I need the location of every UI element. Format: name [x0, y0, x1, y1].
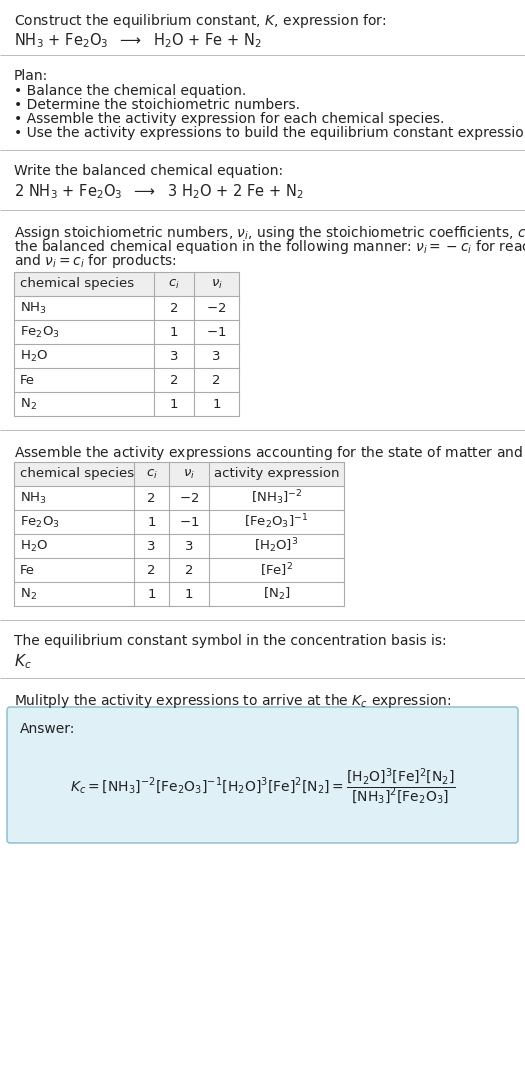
Text: 2: 2 [185, 564, 193, 577]
Text: 2: 2 [212, 373, 220, 386]
Text: Write the balanced chemical equation:: Write the balanced chemical equation: [14, 164, 283, 178]
Bar [14, 272, 239, 296]
Text: 3: 3 [212, 350, 220, 363]
Text: Plan:: Plan: [14, 68, 48, 83]
Text: Assemble the activity expressions accounting for the state of matter and $\nu_i$: Assemble the activity expressions accoun… [14, 444, 525, 462]
Text: $\mathrm{Fe_2O_3}$: $\mathrm{Fe_2O_3}$ [20, 324, 60, 339]
Text: $[\mathrm{NH_3}]^{-2}$: $[\mathrm{NH_3}]^{-2}$ [251, 489, 302, 507]
Text: chemical species: chemical species [20, 468, 134, 480]
Text: • Determine the stoichiometric numbers.: • Determine the stoichiometric numbers. [14, 98, 300, 112]
Text: $-1$: $-1$ [206, 325, 227, 338]
Text: $\mathrm{NH_3}$ + $\mathrm{Fe_2O_3}$  $\longrightarrow$  $\mathrm{H_2O}$ + Fe + : $\mathrm{NH_3}$ + $\mathrm{Fe_2O_3}$ $\l… [14, 31, 261, 49]
Text: • Assemble the activity expression for each chemical species.: • Assemble the activity expression for e… [14, 112, 444, 126]
Text: Answer:: Answer: [20, 722, 76, 736]
Text: 1: 1 [170, 397, 179, 411]
Text: $[\mathrm{H_2O}]^{3}$: $[\mathrm{H_2O}]^{3}$ [254, 537, 299, 555]
Text: $K_c$: $K_c$ [14, 652, 32, 671]
FancyBboxPatch shape [7, 707, 518, 843]
Text: 1: 1 [185, 587, 193, 600]
Text: 1: 1 [170, 325, 179, 338]
Text: $c_i$: $c_i$ [168, 277, 180, 291]
Text: $\mathrm{NH_3}$: $\mathrm{NH_3}$ [20, 490, 47, 505]
Text: The equilibrium constant symbol in the concentration basis is:: The equilibrium constant symbol in the c… [14, 635, 447, 648]
Text: 3: 3 [185, 539, 193, 552]
Text: 2: 2 [147, 564, 156, 577]
Text: and $\nu_i = c_i$ for products:: and $\nu_i = c_i$ for products: [14, 253, 177, 270]
Text: $-2$: $-2$ [179, 491, 199, 504]
Text: $\nu_i$: $\nu_i$ [211, 277, 223, 291]
Text: 1: 1 [147, 516, 156, 529]
Text: $\mathrm{Fe_2O_3}$: $\mathrm{Fe_2O_3}$ [20, 515, 60, 530]
Text: $\mathrm{H_2O}$: $\mathrm{H_2O}$ [20, 538, 48, 553]
Text: Mulitply the activity expressions to arrive at the $K_c$ expression:: Mulitply the activity expressions to arr… [14, 692, 452, 710]
Text: $\nu_i$: $\nu_i$ [183, 468, 195, 480]
Text: 2: 2 [170, 302, 179, 315]
Text: 2: 2 [147, 491, 156, 504]
Text: Fe: Fe [20, 373, 35, 386]
Text: Construct the equilibrium constant, $K$, expression for:: Construct the equilibrium constant, $K$,… [14, 12, 386, 30]
Bar [14, 272, 239, 416]
Text: $[\mathrm{N_2}]$: $[\mathrm{N_2}]$ [262, 586, 290, 602]
Text: $[\mathrm{Fe}]^{2}$: $[\mathrm{Fe}]^{2}$ [260, 562, 293, 579]
Text: chemical species: chemical species [20, 277, 134, 290]
Text: $\mathrm{H_2O}$: $\mathrm{H_2O}$ [20, 349, 48, 364]
Text: 1: 1 [212, 397, 220, 411]
Text: $\mathrm{NH_3}$: $\mathrm{NH_3}$ [20, 301, 47, 316]
Text: $K_c = [\mathrm{NH_3}]^{-2}[\mathrm{Fe_2O_3}]^{-1}[\mathrm{H_2O}]^{3}[\mathrm{Fe: $K_c = [\mathrm{NH_3}]^{-2}[\mathrm{Fe_2… [69, 767, 456, 807]
Text: Fe: Fe [20, 564, 35, 577]
Bar [14, 462, 344, 486]
Text: 3: 3 [147, 539, 156, 552]
Text: 1: 1 [147, 587, 156, 600]
Text: Assign stoichiometric numbers, $\nu_i$, using the stoichiometric coefficients, $: Assign stoichiometric numbers, $\nu_i$, … [14, 224, 525, 242]
Text: $\mathrm{N_2}$: $\mathrm{N_2}$ [20, 397, 37, 412]
Text: • Use the activity expressions to build the equilibrium constant expression.: • Use the activity expressions to build … [14, 126, 525, 140]
Text: the balanced chemical equation in the following manner: $\nu_i = -c_i$ for react: the balanced chemical equation in the fo… [14, 238, 525, 256]
Text: 2: 2 [170, 373, 179, 386]
Text: $[\mathrm{Fe_2O_3}]^{-1}$: $[\mathrm{Fe_2O_3}]^{-1}$ [245, 513, 309, 532]
Bar [14, 462, 344, 606]
Text: $\mathrm{N_2}$: $\mathrm{N_2}$ [20, 586, 37, 601]
Text: $-2$: $-2$ [206, 302, 227, 315]
Text: $c_i$: $c_i$ [145, 468, 158, 480]
Text: $2\ \mathrm{NH_3}$ + $\mathrm{Fe_2O_3}$  $\longrightarrow$  $3\ \mathrm{H_2O}$ +: $2\ \mathrm{NH_3}$ + $\mathrm{Fe_2O_3}$ … [14, 182, 304, 201]
Text: activity expression: activity expression [214, 468, 339, 480]
Text: 3: 3 [170, 350, 179, 363]
Text: • Balance the chemical equation.: • Balance the chemical equation. [14, 85, 246, 98]
Text: $-1$: $-1$ [179, 516, 199, 529]
